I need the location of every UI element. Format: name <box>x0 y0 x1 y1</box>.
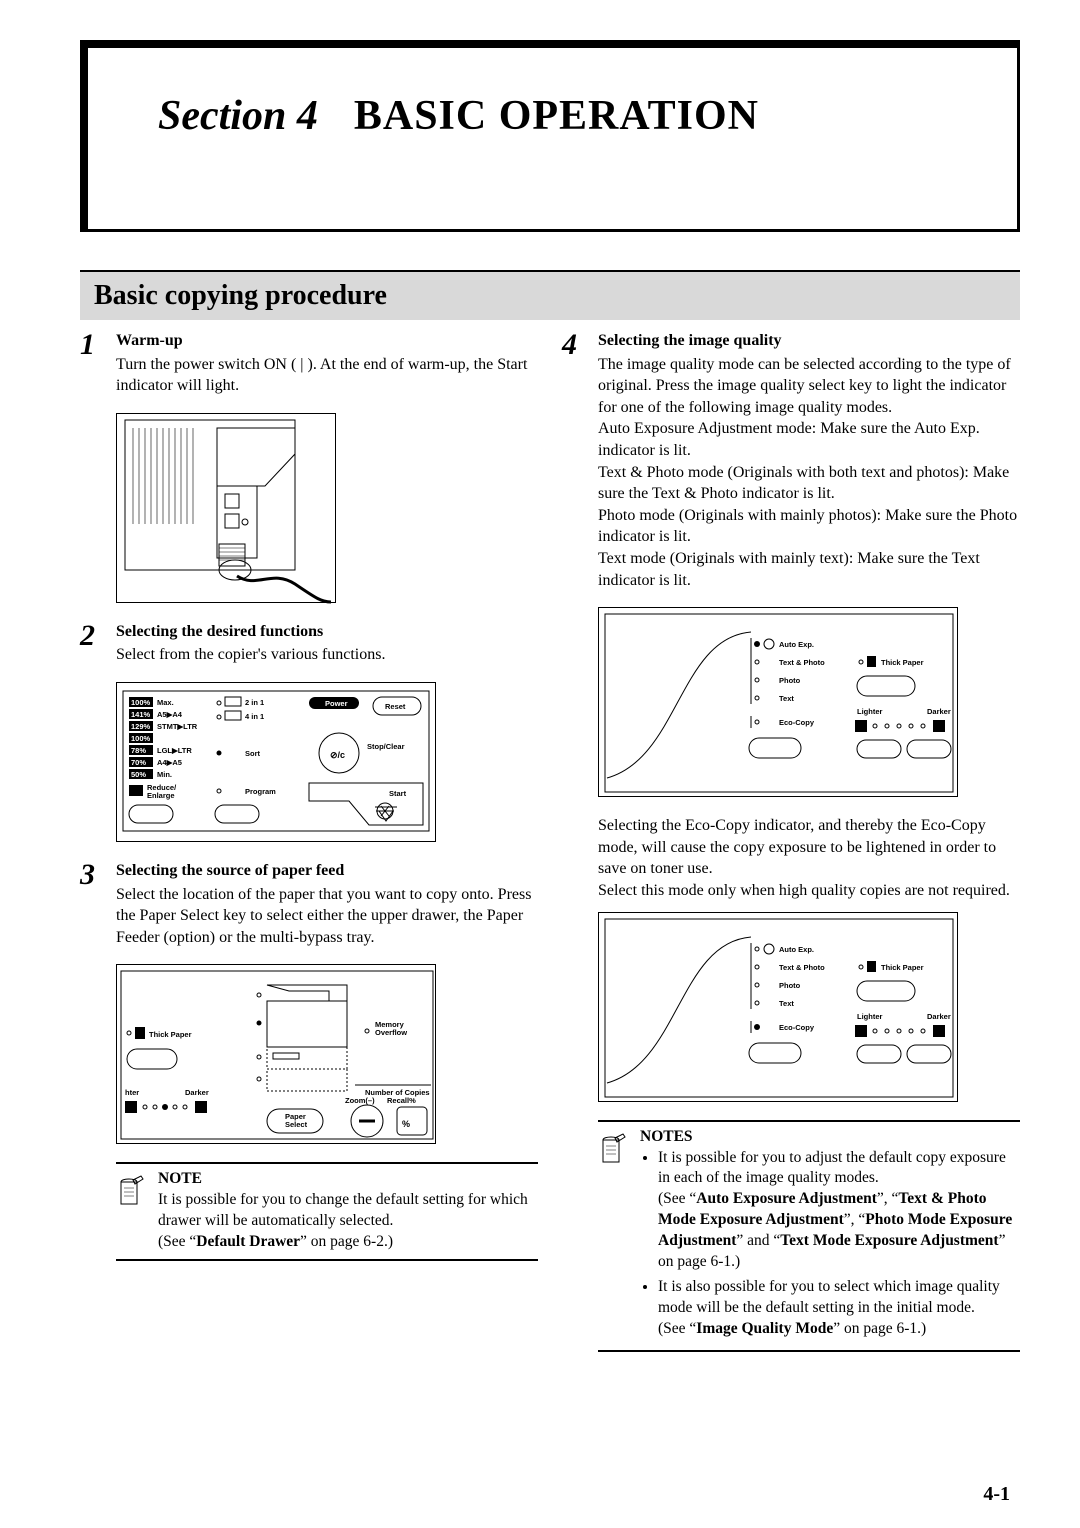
svg-text:Auto Exp.: Auto Exp. <box>779 945 814 954</box>
svg-text:Photo: Photo <box>779 981 801 990</box>
reduce-enlarge-label: Reduce/Enlarge <box>147 783 177 800</box>
svg-text:LGL▶LTR: LGL▶LTR <box>157 746 192 755</box>
svg-text:Power: Power <box>325 699 348 708</box>
subheader-text: Basic copying procedure <box>94 280 387 311</box>
svg-text:Text: Text <box>779 694 794 703</box>
svg-text:2 in 1: 2 in 1 <box>245 698 264 707</box>
figure-functions-panel: 100% Max. 141% A5▶A4 129% STMT▶LTR 100% 78%… <box>116 682 436 842</box>
svg-text:Program: Program <box>245 787 276 796</box>
svg-text:Reset: Reset <box>385 702 406 711</box>
svg-text:Darker: Darker <box>927 707 951 716</box>
step-3: 3 Selecting the source of paper feed Sel… <box>80 860 538 948</box>
svg-text:Auto Exp.: Auto Exp. <box>779 640 814 649</box>
svg-text:⊘/c: ⊘/c <box>330 750 345 760</box>
svg-text:Darker: Darker <box>185 1088 209 1097</box>
svg-text:Start: Start <box>389 789 407 798</box>
section-header: Section 4 BASIC OPERATION <box>122 92 978 140</box>
step-2-number: 2 <box>80 621 104 651</box>
note-default-drawer: NOTE It is possible for you to change th… <box>116 1162 538 1261</box>
notes-image-quality: NOTES It is possible for you to adjust t… <box>598 1120 1020 1352</box>
step-3-title: Selecting the source of paper feed <box>116 860 538 882</box>
svg-text:Thick Paper: Thick Paper <box>149 1030 192 1039</box>
figure-quality-panel-auto: Auto Exp. Text & Photo Photo Text Eco-Co… <box>598 607 958 797</box>
svg-text:100%: 100% <box>131 698 151 707</box>
figure-paper-panel: Thick Paper hter Darker MemoryOverflow N… <box>116 964 436 1144</box>
step-1-text: Turn the power switch ON ( | ). At the e… <box>116 354 538 397</box>
step-4-number: 4 <box>562 330 586 360</box>
svg-text:Thick Paper: Thick Paper <box>881 963 924 972</box>
left-column: 1 Warm-up Turn the power switch ON ( | )… <box>80 330 538 1370</box>
step-2-title: Selecting the desired functions <box>116 621 538 643</box>
note-title: NOTE <box>158 1170 538 1188</box>
svg-text:STMT▶LTR: STMT▶LTR <box>157 722 198 731</box>
two-column-layout: 1 Warm-up Turn the power switch ON ( | )… <box>80 330 1020 1370</box>
svg-text:%: % <box>402 1119 410 1129</box>
svg-text:A5▶A4: A5▶A4 <box>157 710 183 719</box>
svg-text:141%: 141% <box>131 710 151 719</box>
svg-text:Min.: Min. <box>157 770 172 779</box>
svg-text:Stop/Clear: Stop/Clear <box>367 742 405 751</box>
note-text: It is possible for you to change the def… <box>158 1190 538 1253</box>
figure-warmup <box>116 413 336 603</box>
step-4-title: Selecting the image quality <box>598 330 1020 352</box>
page-number: 4-1 <box>983 1483 1010 1506</box>
svg-text:Max.: Max. <box>157 698 174 707</box>
svg-text:hter: hter <box>125 1088 139 1097</box>
section-header-frame: Section 4 BASIC OPERATION <box>80 40 1020 232</box>
step-2-text: Select from the copier's various functio… <box>116 644 538 666</box>
svg-text:70%: 70% <box>131 758 146 767</box>
step-4-text-block-2: Selecting the Eco-Copy indicator, and th… <box>598 815 1020 901</box>
svg-text:Recall%: Recall% <box>387 1096 416 1105</box>
svg-text:Text: Text <box>779 999 794 1008</box>
notes-title: NOTES <box>640 1128 1020 1146</box>
svg-text:Darker: Darker <box>927 1012 951 1021</box>
svg-text:Thick Paper: Thick Paper <box>881 658 924 667</box>
svg-text:100%: 100% <box>131 734 151 743</box>
svg-text:Text & Photo: Text & Photo <box>779 658 825 667</box>
svg-text:Eco-Copy: Eco-Copy <box>779 718 815 727</box>
step-1-title: Warm-up <box>116 330 538 352</box>
notes-text: It is possible for you to adjust the def… <box>640 1148 1020 1340</box>
section-title: BASIC OPERATION <box>354 92 759 140</box>
svg-text:Eco-Copy: Eco-Copy <box>779 1023 815 1032</box>
subheader-bar: Basic copying procedure <box>80 270 1020 320</box>
notepad-icon <box>116 1170 146 1253</box>
svg-text:129%: 129% <box>131 722 151 731</box>
notepad-icon <box>598 1128 628 1344</box>
section-label: Section 4 <box>158 92 318 140</box>
svg-text:Lighter: Lighter <box>857 1012 882 1021</box>
svg-text:Zoom(–): Zoom(–) <box>345 1096 375 1105</box>
figure-quality-panel-eco: Auto Exp. Text & Photo Photo Text Eco-Co… <box>598 912 958 1102</box>
svg-text:PaperSelect: PaperSelect <box>285 1112 308 1129</box>
svg-text:MemoryOverflow: MemoryOverflow <box>375 1020 407 1037</box>
step-1-number: 1 <box>80 330 104 360</box>
right-column: 4 Selecting the image quality The image … <box>562 330 1020 1370</box>
step-2: 2 Selecting the desired functions Select… <box>80 621 538 666</box>
svg-text:Sort: Sort <box>245 749 261 758</box>
svg-text:Lighter: Lighter <box>857 707 882 716</box>
step-4-text-block-1: The image quality mode can be selected a… <box>598 354 1020 592</box>
svg-text:4 in 1: 4 in 1 <box>245 712 264 721</box>
step-4: 4 Selecting the image quality The image … <box>562 330 1020 591</box>
svg-text:Text & Photo: Text & Photo <box>779 963 825 972</box>
svg-text:50%: 50% <box>131 770 146 779</box>
svg-text:78%: 78% <box>131 746 146 755</box>
svg-text:Photo: Photo <box>779 676 801 685</box>
step-3-number: 3 <box>80 860 104 890</box>
step-3-text: Select the location of the paper that yo… <box>116 884 538 949</box>
svg-text:A4▶A5: A4▶A5 <box>157 758 182 767</box>
step-1: 1 Warm-up Turn the power switch ON ( | )… <box>80 330 538 397</box>
